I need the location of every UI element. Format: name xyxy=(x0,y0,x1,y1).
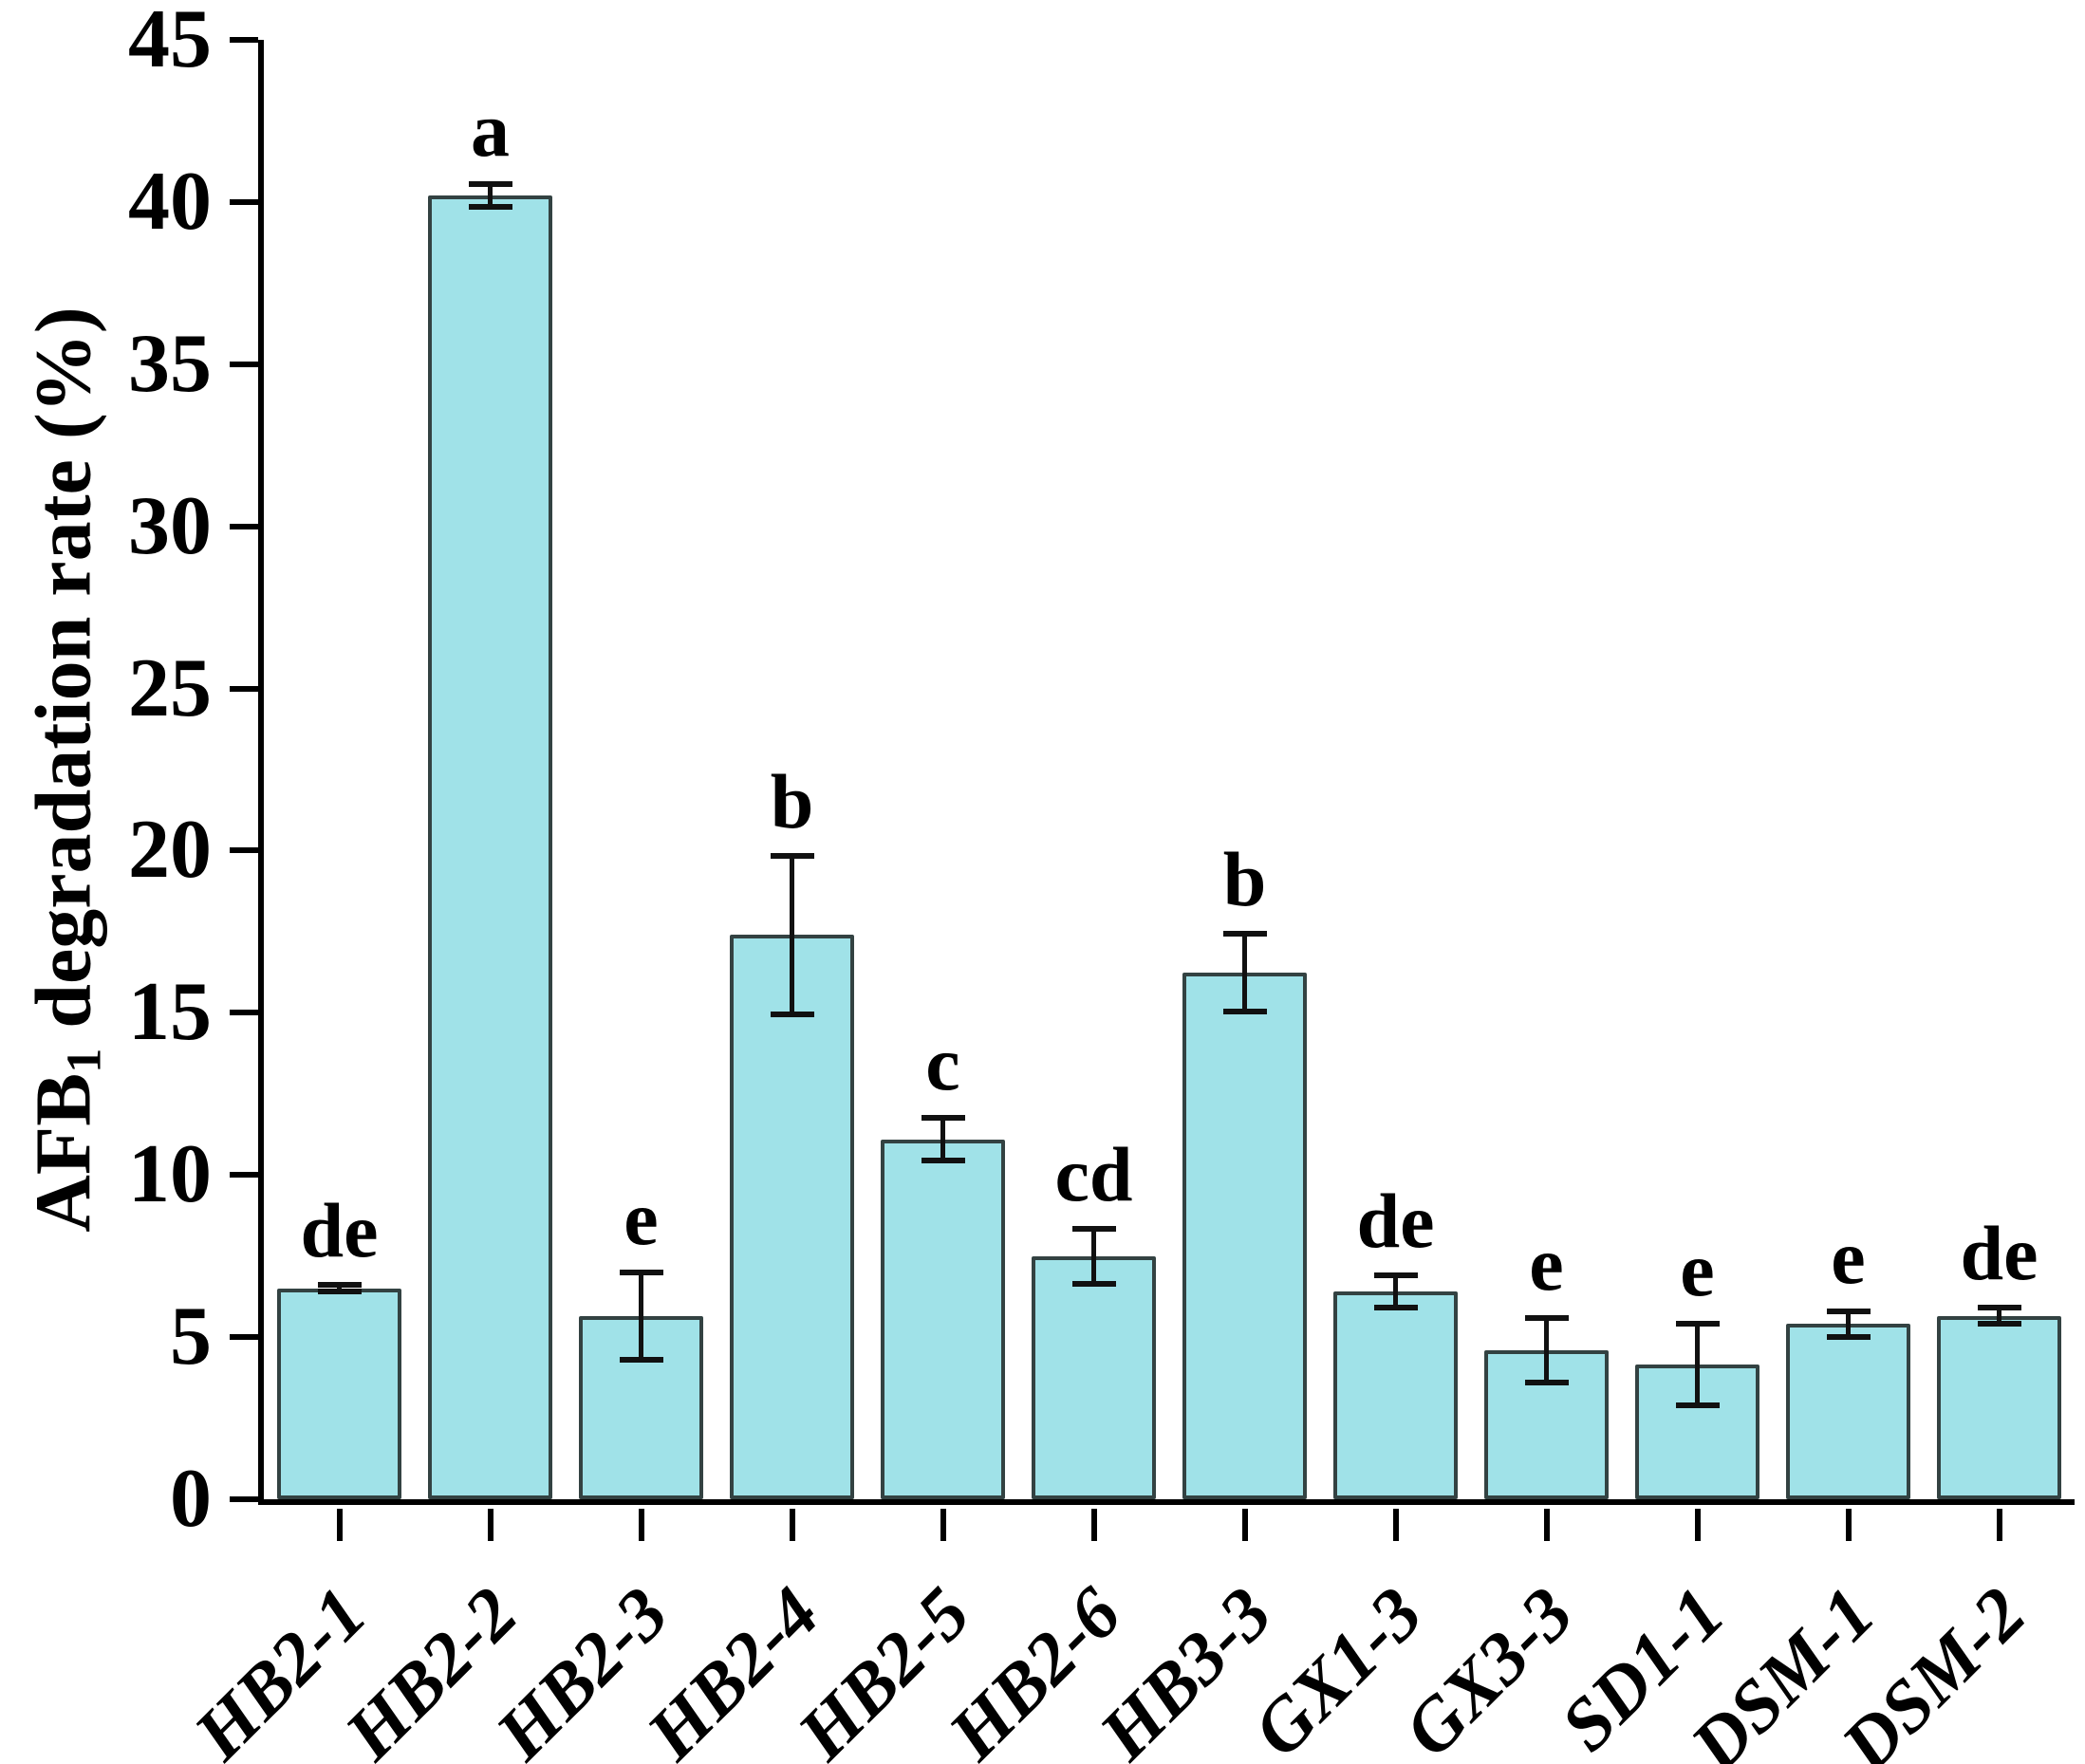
error-bar-cap-top-HB2-6 xyxy=(1071,1225,1116,1232)
y-axis-tick-40 xyxy=(230,198,258,205)
x-axis-tick-DSM-2 xyxy=(1996,1509,2002,1541)
error-bar-line-HB2-4 xyxy=(790,855,794,1015)
error-bar-cap-bottom-HB2-5 xyxy=(921,1157,965,1163)
x-axis-tick-HB2-6 xyxy=(1090,1509,1097,1541)
bar-HB2-2 xyxy=(428,195,552,1499)
bar-HB2-5 xyxy=(881,1139,1005,1499)
error-bar-cap-top-GX3-3 xyxy=(1524,1314,1569,1321)
error-bar-line-HB2-2 xyxy=(488,184,493,208)
error-bar-line-SD1-1 xyxy=(1695,1324,1700,1405)
error-bar-cap-top-SD1-1 xyxy=(1675,1321,1720,1328)
x-axis-tick-GX3-3 xyxy=(1543,1509,1550,1541)
x-axis-tick-HB2-5 xyxy=(940,1509,946,1541)
y-axis-tick-label-35: 35 xyxy=(128,317,212,410)
y-axis-tick-30 xyxy=(230,523,258,529)
error-bar-cap-bottom-HB2-2 xyxy=(468,204,512,211)
error-bar-cap-top-HB2-2 xyxy=(468,181,512,188)
y-axis-tick-20 xyxy=(230,847,258,854)
bar-HB2-6 xyxy=(1032,1255,1156,1499)
error-bar-line-HB2-3 xyxy=(639,1272,643,1361)
significance-letter-DSM-1: e xyxy=(1831,1213,1866,1300)
y-axis-tick-label-0: 0 xyxy=(170,1453,212,1545)
error-bar-line-HB2-5 xyxy=(940,1118,945,1161)
y-axis-tick-0 xyxy=(230,1496,258,1502)
error-bar-cap-bottom-SD1-1 xyxy=(1675,1402,1720,1408)
x-axis-tick-HB2-3 xyxy=(638,1509,644,1541)
y-axis-tick-label-45: 45 xyxy=(128,0,212,85)
error-bar-line-DSM-2 xyxy=(1997,1308,2001,1325)
significance-letter-HB2-1: de xyxy=(300,1187,379,1274)
x-axis-tick-HB2-4 xyxy=(789,1509,795,1541)
x-axis-tick-DSM-1 xyxy=(1845,1509,1852,1541)
y-axis-tick-label-30: 30 xyxy=(128,479,212,572)
y-axis-tick-5 xyxy=(230,1334,258,1341)
error-bar-cap-top-HB3-3 xyxy=(1222,930,1267,937)
error-bar-cap-bottom-GX1-3 xyxy=(1373,1305,1418,1311)
y-axis-tick-label-25: 25 xyxy=(128,641,212,734)
bar-GX1-3 xyxy=(1333,1291,1458,1499)
error-bar-cap-bottom-HB2-4 xyxy=(770,1012,814,1018)
significance-letter-GX1-3: de xyxy=(1356,1178,1435,1265)
error-bar-line-GX3-3 xyxy=(1544,1317,1549,1383)
significance-letter-HB2-6: cd xyxy=(1054,1130,1133,1217)
significance-letter-HB3-3: b xyxy=(1222,835,1267,922)
error-bar-cap-bottom-HB2-1 xyxy=(317,1289,362,1295)
error-bar-line-HB3-3 xyxy=(1242,933,1247,1012)
x-axis-tick-GX1-3 xyxy=(1392,1509,1399,1541)
error-bar-line-HB2-1 xyxy=(337,1285,342,1292)
error-bar-cap-top-DSM-1 xyxy=(1826,1308,1871,1314)
y-axis-tick-45 xyxy=(230,37,258,43)
y-axis-tick-15 xyxy=(230,1010,258,1016)
error-bar-cap-top-HB2-3 xyxy=(619,1269,663,1275)
y-axis-tick-label-5: 5 xyxy=(170,1291,212,1383)
error-bar-cap-top-HB2-4 xyxy=(770,852,814,859)
significance-letter-HB2-2: a xyxy=(471,86,510,174)
bar-DSM-2 xyxy=(1937,1315,2061,1499)
error-bar-cap-bottom-HB2-3 xyxy=(619,1357,663,1364)
x-axis-tick-HB3-3 xyxy=(1241,1509,1248,1541)
error-bar-line-GX1-3 xyxy=(1393,1275,1398,1309)
significance-letter-SD1-1: e xyxy=(1680,1226,1715,1313)
plot-area: AFB1 degradation rate (%) 0 5 10 15 20 25 30 35… xyxy=(20,0,2075,1764)
error-bar-cap-top-HB2-5 xyxy=(921,1115,965,1122)
error-bar-cap-bottom-DSM-1 xyxy=(1826,1334,1871,1341)
bar-HB3-3 xyxy=(1182,972,1307,1499)
y-axis-tick-25 xyxy=(230,685,258,692)
x-axis-tick-SD1-1 xyxy=(1694,1509,1701,1541)
significance-letter-HB2-4: b xyxy=(770,757,814,845)
error-bar-line-DSM-1 xyxy=(1846,1310,1851,1338)
error-bar-cap-top-DSM-2 xyxy=(1977,1305,2021,1311)
y-axis-tick-label-10: 10 xyxy=(128,1128,212,1221)
significance-letter-DSM-2: de xyxy=(1960,1210,2038,1297)
x-axis-tick-HB2-1 xyxy=(336,1509,343,1541)
error-bar-cap-bottom-GX3-3 xyxy=(1524,1379,1569,1385)
error-bar-cap-top-HB2-1 xyxy=(317,1282,362,1289)
y-axis-tick-label-40: 40 xyxy=(128,155,212,248)
x-axis-label-HB3-3: HB3-3 xyxy=(1083,1570,1287,1764)
y-axis-tick-10 xyxy=(230,1172,258,1179)
error-bar-cap-top-GX1-3 xyxy=(1373,1272,1418,1279)
error-bar-cap-bottom-DSM-2 xyxy=(1977,1321,2021,1328)
error-bar-line-HB2-6 xyxy=(1091,1228,1096,1284)
significance-letter-GX3-3: e xyxy=(1529,1219,1564,1307)
significance-letter-HB2-5: c xyxy=(925,1020,960,1107)
error-bar-cap-bottom-HB2-6 xyxy=(1071,1280,1116,1287)
x-axis-tick-HB2-2 xyxy=(487,1509,493,1541)
significance-letter-HB2-3: e xyxy=(624,1174,659,1261)
bar-DSM-1 xyxy=(1786,1324,1910,1499)
bar-HB2-4 xyxy=(730,935,854,1499)
y-axis-title: AFB1 degradation rate (%) xyxy=(20,306,115,1233)
y-axis-tick-label-20: 20 xyxy=(128,804,212,897)
bar-HB2-1 xyxy=(277,1288,401,1499)
x-axis-label-GX1-3: GX1-3 xyxy=(1237,1570,1438,1764)
y-axis-tick-label-15: 15 xyxy=(128,966,212,1059)
x-axis-label-GX3-3: GX3-3 xyxy=(1387,1570,1589,1764)
y-axis-tick-35 xyxy=(230,361,258,367)
error-bar-cap-bottom-HB3-3 xyxy=(1222,1008,1267,1014)
